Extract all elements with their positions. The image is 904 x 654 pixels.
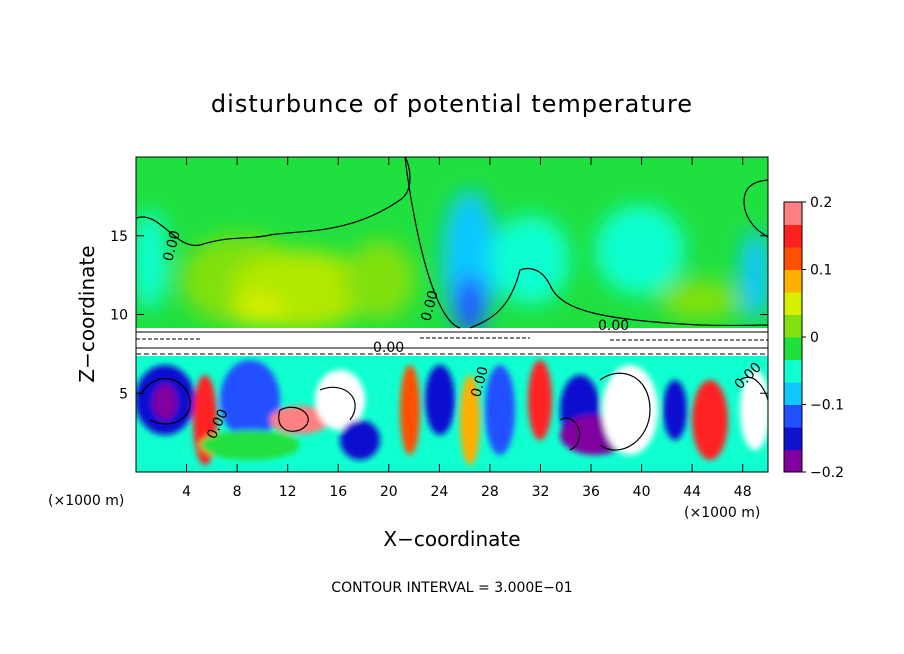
y-axis-label: Z−coordinate [75,245,99,382]
y-tick-label: 15 [110,229,128,245]
chart-title: disturbunce of potential temperature [211,90,693,118]
colorbar-segment [784,224,802,248]
x-tick-label: 24 [430,484,448,500]
colorbar-tick-label: 0.2 [810,195,832,211]
y-axis-ticks: 5 10 15 [110,229,768,402]
x-tick-label: 16 [329,484,347,500]
colorbar-segment [784,449,802,473]
contour-label: 0.00 [418,289,442,323]
y-tick-label: 10 [110,308,128,324]
colorbar-tick-label: 0 [810,330,819,346]
contour-label: 0.00 [373,340,404,356]
x-axis-label: X−coordinate [383,527,520,551]
upper-field [136,190,768,335]
colorbar-segment [784,202,802,225]
band-contours [136,331,768,355]
colorbar-segment [784,292,802,315]
y-axis-unit: (×1000 m) [48,493,124,509]
colorbar-segment [784,382,802,405]
x-tick-label: 44 [683,484,701,500]
x-tick-label: 4 [182,484,191,500]
colorbar-tick-label: −0.1 [810,398,844,414]
x-tick-label: 20 [380,484,398,500]
lower-field [136,360,768,465]
contour-label-group: 0.00 0.00 0.00 0.00 0.00 0.00 0.00 [160,229,764,442]
colorbar-tick-label: 0.1 [810,263,832,279]
colorbar-segment [784,337,802,360]
colorbar-segment [784,314,802,338]
contour-lines [136,157,768,451]
contour-interval-note: CONTOUR INTERVAL = 3.000E−01 [331,580,572,596]
contour-label: 0.00 [468,365,492,399]
colorbar-segment [784,359,802,383]
colorbar-segment [784,269,802,293]
plot-area: 0.00 0.00 0.00 0.00 0.00 0.00 0.00 [136,157,768,472]
contour-label: 0.00 [598,318,629,334]
contour-label: 0.00 [160,229,184,263]
x-tick-label: 40 [633,484,651,500]
x-tick-label: 8 [233,484,242,500]
colorbar: 0.2 0.1 0 −0.1 −0.2 [783,195,844,481]
colorbar-segment [784,404,802,428]
x-axis-unit: (×1000 m) [684,505,760,521]
x-tick-label: 28 [481,484,499,500]
x-tick-label: 12 [279,484,297,500]
x-tick-label: 48 [734,484,752,500]
colorbar-segment [784,427,802,450]
x-axis-ticks: 4 8 12 16 20 24 28 32 36 40 44 48 [182,157,752,500]
colorbar-tick-label: −0.2 [810,465,844,481]
y-tick-label: 5 [119,386,128,402]
colorbar-segment [784,247,802,270]
x-tick-label: 36 [582,484,600,500]
white-band [136,328,768,356]
x-tick-label: 32 [532,484,550,500]
